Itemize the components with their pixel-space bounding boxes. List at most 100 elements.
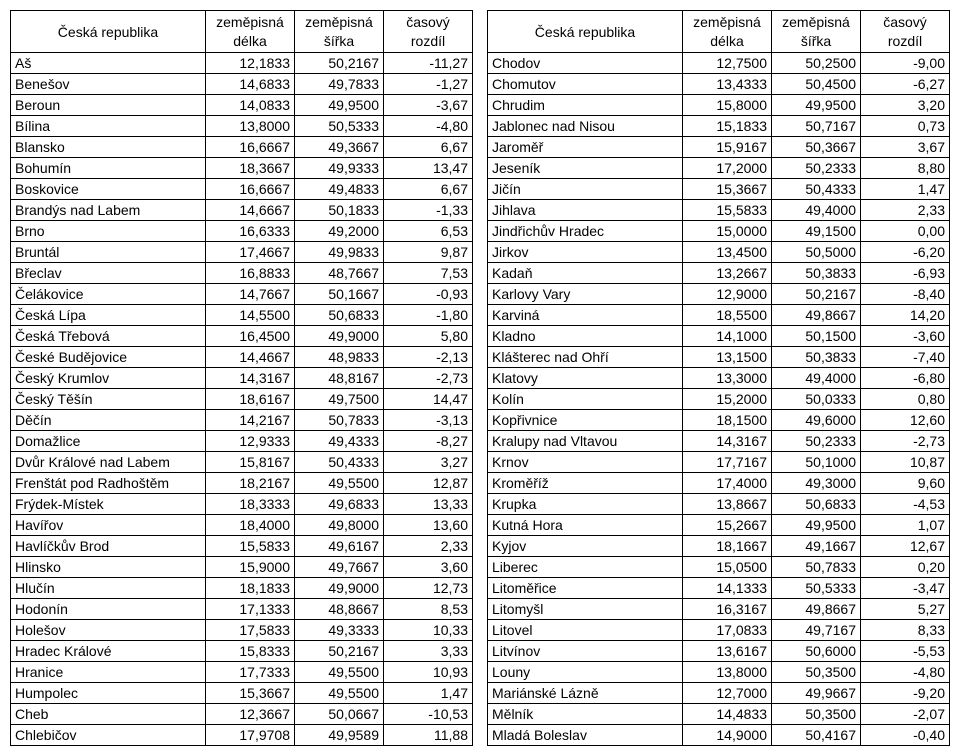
timediff-cell: 14,47 bbox=[384, 389, 473, 410]
longitude-cell: 13,2667 bbox=[683, 263, 772, 284]
header-latitude-line1: zeměpisná bbox=[782, 14, 850, 30]
longitude-cell: 17,1333 bbox=[206, 599, 295, 620]
city-cell: Kutná Hora bbox=[488, 515, 683, 536]
latitude-cell: 49,9833 bbox=[295, 242, 384, 263]
longitude-cell: 13,6167 bbox=[683, 641, 772, 662]
table-row: Chomutov13,433350,4500-6,27 bbox=[488, 74, 950, 95]
timediff-cell: -3,67 bbox=[384, 95, 473, 116]
city-cell: Jablonec nad Nisou bbox=[488, 116, 683, 137]
latitude-cell: 50,5333 bbox=[772, 578, 861, 599]
longitude-cell: 12,7000 bbox=[683, 683, 772, 704]
header-timediff-line1: časový bbox=[883, 14, 927, 30]
timediff-cell: 6,67 bbox=[384, 179, 473, 200]
city-cell: České Budějovice bbox=[11, 347, 206, 368]
table-row: Kopřivnice18,150049,600012,60 bbox=[488, 410, 950, 431]
header-longitude: zeměpisná délka bbox=[683, 11, 772, 53]
city-cell: Čelákovice bbox=[11, 284, 206, 305]
header-latitude: zeměpisná šířka bbox=[295, 11, 384, 53]
longitude-cell: 12,3667 bbox=[206, 704, 295, 725]
latitude-cell: 49,9589 bbox=[295, 725, 384, 746]
table-row: Břeclav16,883348,76677,53 bbox=[11, 263, 473, 284]
longitude-cell: 18,6167 bbox=[206, 389, 295, 410]
latitude-cell: 49,9500 bbox=[295, 95, 384, 116]
timediff-cell: -0,93 bbox=[384, 284, 473, 305]
table-row: Bílina13,800050,5333-4,80 bbox=[11, 116, 473, 137]
timediff-cell: -11,27 bbox=[384, 53, 473, 74]
timediff-cell: -4,80 bbox=[861, 662, 950, 683]
timediff-cell: -8,40 bbox=[861, 284, 950, 305]
timediff-cell: 2,33 bbox=[861, 200, 950, 221]
city-cell: Hlinsko bbox=[11, 557, 206, 578]
longitude-cell: 14,4667 bbox=[206, 347, 295, 368]
longitude-cell: 15,9000 bbox=[206, 557, 295, 578]
timediff-cell: -5,53 bbox=[861, 641, 950, 662]
timediff-cell: -3,47 bbox=[861, 578, 950, 599]
longitude-cell: 14,6667 bbox=[206, 200, 295, 221]
city-cell: Chlebičov bbox=[11, 725, 206, 746]
longitude-cell: 14,6833 bbox=[206, 74, 295, 95]
timediff-cell: 8,53 bbox=[384, 599, 473, 620]
city-cell: Hradec Králové bbox=[11, 641, 206, 662]
longitude-cell: 17,4000 bbox=[683, 473, 772, 494]
city-cell: Chrudim bbox=[488, 95, 683, 116]
latitude-cell: 49,4333 bbox=[295, 431, 384, 452]
latitude-cell: 50,0667 bbox=[295, 704, 384, 725]
longitude-cell: 14,7667 bbox=[206, 284, 295, 305]
city-cell: Krnov bbox=[488, 452, 683, 473]
city-cell: Brno bbox=[11, 221, 206, 242]
latitude-cell: 50,3500 bbox=[772, 704, 861, 725]
latitude-cell: 49,4833 bbox=[295, 179, 384, 200]
longitude-cell: 17,2000 bbox=[683, 158, 772, 179]
longitude-cell: 17,5833 bbox=[206, 620, 295, 641]
latitude-cell: 50,1500 bbox=[772, 326, 861, 347]
longitude-cell: 18,3333 bbox=[206, 494, 295, 515]
latitude-cell: 50,2167 bbox=[295, 641, 384, 662]
city-cell: Aš bbox=[11, 53, 206, 74]
table-row: Česká Lípa14,550050,6833-1,80 bbox=[11, 305, 473, 326]
city-cell: Humpolec bbox=[11, 683, 206, 704]
latitude-cell: 50,2333 bbox=[772, 431, 861, 452]
city-cell: Kralupy nad Vltavou bbox=[488, 431, 683, 452]
table-row: Litomyšl16,316749,86675,27 bbox=[488, 599, 950, 620]
longitude-cell: 14,1000 bbox=[683, 326, 772, 347]
latitude-cell: 50,2500 bbox=[772, 53, 861, 74]
table-row: Aš12,183350,2167-11,27 bbox=[11, 53, 473, 74]
longitude-cell: 15,9167 bbox=[683, 137, 772, 158]
longitude-cell: 18,1500 bbox=[683, 410, 772, 431]
longitude-cell: 14,2167 bbox=[206, 410, 295, 431]
longitude-cell: 14,0833 bbox=[206, 95, 295, 116]
table-row: Český Krumlov14,316748,8167-2,73 bbox=[11, 368, 473, 389]
timediff-cell: 5,80 bbox=[384, 326, 473, 347]
timediff-cell: 12,87 bbox=[384, 473, 473, 494]
table-row: Liberec15,050050,78330,20 bbox=[488, 557, 950, 578]
city-cell: Český Krumlov bbox=[11, 368, 206, 389]
longitude-cell: 15,0500 bbox=[683, 557, 772, 578]
table-row: Bohumín18,366749,933313,47 bbox=[11, 158, 473, 179]
table-row: Benešov14,683349,7833-1,27 bbox=[11, 74, 473, 95]
timediff-cell: 10,93 bbox=[384, 662, 473, 683]
city-cell: Dvůr Králové nad Labem bbox=[11, 452, 206, 473]
right-table: Česká republika zeměpisná délka zeměpisn… bbox=[487, 10, 950, 746]
timediff-cell: 9,87 bbox=[384, 242, 473, 263]
longitude-cell: 17,9708 bbox=[206, 725, 295, 746]
timediff-cell: 8,80 bbox=[861, 158, 950, 179]
city-cell: Česká Lípa bbox=[11, 305, 206, 326]
city-cell: Klášterec nad Ohří bbox=[488, 347, 683, 368]
header-longitude: zeměpisná délka bbox=[206, 11, 295, 53]
longitude-cell: 13,8000 bbox=[206, 116, 295, 137]
latitude-cell: 50,7833 bbox=[295, 410, 384, 431]
longitude-cell: 13,4500 bbox=[683, 242, 772, 263]
timediff-cell: 12,60 bbox=[861, 410, 950, 431]
header-country: Česká republika bbox=[11, 11, 206, 53]
city-cell: Kroměříž bbox=[488, 473, 683, 494]
timediff-cell: -6,80 bbox=[861, 368, 950, 389]
timediff-cell: 8,33 bbox=[861, 620, 950, 641]
table-row: Hradec Králové15,833350,21673,33 bbox=[11, 641, 473, 662]
latitude-cell: 49,4000 bbox=[772, 368, 861, 389]
timediff-cell: 1,47 bbox=[384, 683, 473, 704]
table-row: Bruntál17,466749,98339,87 bbox=[11, 242, 473, 263]
timediff-cell: 1,47 bbox=[861, 179, 950, 200]
right-table-head: Česká republika zeměpisná délka zeměpisn… bbox=[488, 11, 950, 53]
header-latitude-line2: šířka bbox=[324, 33, 354, 49]
city-cell: Beroun bbox=[11, 95, 206, 116]
